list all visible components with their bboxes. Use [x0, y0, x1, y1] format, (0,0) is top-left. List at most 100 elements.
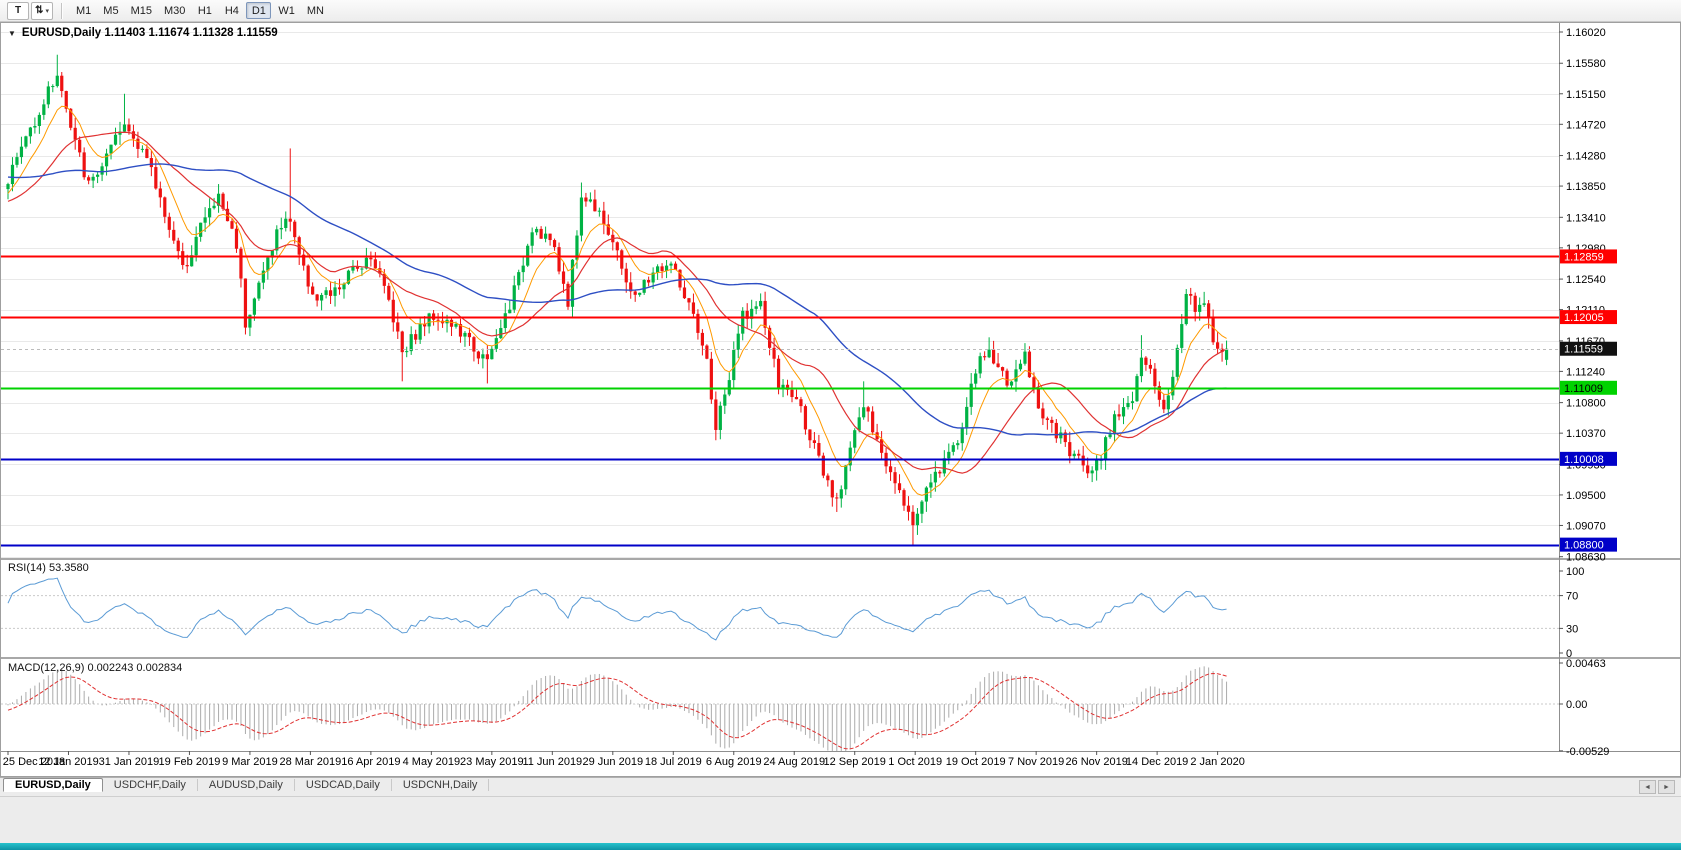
chart-tab-usdcnh[interactable]: USDCNH,Daily: [392, 779, 490, 791]
svg-text:100: 100: [1566, 566, 1584, 578]
svg-text:-0.00529: -0.00529: [1566, 746, 1609, 758]
timeframe-button-m15[interactable]: M15: [126, 2, 157, 19]
svg-text:23 May 2019: 23 May 2019: [460, 756, 524, 768]
price-line-label-1.10008[interactable]: 1.10008: [1560, 451, 1617, 466]
toolbar: T ⇅ ▾ M1 M5 M15 M30 H1 H4 D1 W1 MN: [0, 0, 1681, 22]
svg-text:31 Jan 2019: 31 Jan 2019: [99, 756, 160, 768]
svg-text:12 Jan 2019: 12 Jan 2019: [38, 756, 99, 768]
current-price-label[interactable]: 1.11559: [1560, 341, 1617, 356]
chart-window: 1.16020 1.15580 1.15150 1.14720 1.14280 1.138…: [0, 22, 1681, 777]
timeframe-button-m5[interactable]: M5: [98, 2, 123, 19]
rsi-line: [7, 577, 1227, 641]
svg-text:1.08800: 1.08800: [1564, 540, 1604, 552]
chart-tab-eurusd[interactable]: EURUSD,Daily: [3, 778, 103, 792]
svg-text:12 Sep 2019: 12 Sep 2019: [824, 756, 886, 768]
timeframe-group: M1 M5 M15 M30 H1 H4 D1 W1 MN: [70, 2, 330, 19]
collapse-chart-icon[interactable]: ▼: [8, 28, 16, 38]
price-line-label-1.11009[interactable]: 1.11009: [1560, 380, 1617, 395]
timeframe-button-h4[interactable]: H4: [219, 2, 244, 19]
timeframe-button-mn[interactable]: MN: [302, 2, 329, 19]
svg-text:1.13850: 1.13850: [1566, 181, 1606, 193]
svg-text:4 May 2019: 4 May 2019: [403, 756, 460, 768]
macd-signal-line: [7, 672, 1227, 750]
svg-text:1 Oct 2019: 1 Oct 2019: [888, 756, 942, 768]
svg-text:19 Oct 2019: 19 Oct 2019: [946, 756, 1006, 768]
toolbar-separator: [61, 2, 63, 19]
horizontal-lines-layer: [1, 255, 1559, 547]
chart-tool-button[interactable]: T: [7, 1, 29, 20]
chart-background: [1, 23, 1680, 776]
grid-layer: [1, 32, 1559, 558]
svg-text:1.10800: 1.10800: [1566, 398, 1606, 410]
svg-text:11 Jun 2019: 11 Jun 2019: [522, 756, 582, 768]
svg-text:1.09500: 1.09500: [1566, 490, 1606, 502]
chart-tab-usdcad[interactable]: USDCAD,Daily: [295, 779, 392, 791]
svg-text:24 Aug 2019: 24 Aug 2019: [763, 756, 825, 768]
svg-text:0.00463: 0.00463: [1566, 658, 1606, 670]
ma-21-line: [7, 131, 1227, 474]
svg-text:1.12005: 1.12005: [1564, 312, 1604, 324]
macd-indicator-header: MACD(12,26,9) 0.002243 0.002834: [8, 662, 183, 674]
moving-averages-layer: [7, 105, 1227, 496]
svg-text:25 Dec 2018: 25 Dec 2018: [3, 756, 65, 768]
chart-tab-audusd[interactable]: AUDUSD,Daily: [198, 779, 295, 791]
price-line-label-1.08800[interactable]: 1.08800: [1560, 537, 1617, 552]
svg-text:0: 0: [1566, 648, 1572, 660]
chart-header: ▼ EURUSD,Daily 1.11403 1.11674 1.11328 1…: [8, 27, 278, 39]
svg-text:1.11559: 1.11559: [1564, 344, 1603, 356]
price-line-label-1.12859[interactable]: 1.12859: [1560, 249, 1617, 264]
chart-tab-usdchf[interactable]: USDCHF,Daily: [103, 779, 198, 791]
svg-text:9 Mar 2019: 9 Mar 2019: [222, 756, 278, 768]
svg-text:1.14280: 1.14280: [1566, 151, 1606, 163]
price-line-label-1.12005[interactable]: 1.12005: [1560, 310, 1617, 325]
svg-text:14 Dec 2019: 14 Dec 2019: [1126, 756, 1188, 768]
svg-text:19 Feb 2019: 19 Feb 2019: [159, 756, 221, 768]
macd-layer: [1, 666, 1559, 751]
svg-text:1.12859: 1.12859: [1564, 251, 1604, 263]
svg-text:1.10008: 1.10008: [1564, 454, 1604, 466]
svg-text:18 Jul 2019: 18 Jul 2019: [645, 756, 702, 768]
arrange-windows-button[interactable]: ⇅ ▾: [31, 1, 53, 20]
status-bar: [0, 796, 1681, 843]
chart-tool-label: T: [14, 5, 22, 16]
svg-text:1.08630: 1.08630: [1566, 552, 1606, 564]
svg-text:1.11240: 1.11240: [1566, 366, 1605, 378]
svg-text:1.15580: 1.15580: [1566, 58, 1606, 70]
svg-text:26 Nov 2019: 26 Nov 2019: [1065, 756, 1127, 768]
chart-title-ohlc: EURUSD,Daily 1.11403 1.11674 1.11328 1.1…: [21, 27, 278, 39]
svg-text:70: 70: [1566, 591, 1578, 603]
svg-text:1.09070: 1.09070: [1566, 520, 1606, 532]
arrange-windows-icon: ⇅: [35, 5, 44, 16]
tab-scroll-right-button[interactable]: ►: [1658, 780, 1675, 794]
timeframe-button-w1[interactable]: W1: [273, 2, 300, 19]
chart-tab-bar: EURUSD,Daily USDCHF,Daily AUDUSD,Daily USDC…: [0, 777, 1681, 796]
svg-text:1.10370: 1.10370: [1566, 428, 1606, 440]
svg-text:16 Apr 2019: 16 Apr 2019: [341, 756, 400, 768]
chart-canvas[interactable]: 1.16020 1.15580 1.15150 1.14720 1.14280 1.138…: [1, 23, 1681, 777]
svg-text:1.13410: 1.13410: [1566, 212, 1606, 224]
svg-text:29 Jun 2019: 29 Jun 2019: [583, 756, 644, 768]
svg-text:28 Mar 2019: 28 Mar 2019: [280, 756, 342, 768]
chevron-down-icon: ▾: [45, 7, 49, 15]
svg-text:1.12540: 1.12540: [1566, 274, 1606, 286]
svg-text:1.15150: 1.15150: [1566, 89, 1606, 101]
tab-scroll-buttons: ◄ ►: [1639, 778, 1681, 796]
svg-text:6 Aug 2019: 6 Aug 2019: [706, 756, 762, 768]
ma-9-line: [7, 105, 1227, 496]
rsi-layer: [1, 577, 1559, 641]
window-accent-bar: [0, 843, 1681, 850]
timeframe-button-m30[interactable]: M30: [159, 2, 190, 19]
svg-text:1.11009: 1.11009: [1564, 383, 1603, 395]
svg-text:1.16020: 1.16020: [1566, 27, 1606, 39]
timeframe-button-d1[interactable]: D1: [246, 2, 272, 19]
svg-text:1.14720: 1.14720: [1566, 119, 1606, 131]
tab-scroll-left-button[interactable]: ◄: [1639, 780, 1656, 794]
timeframe-button-h1[interactable]: H1: [192, 2, 217, 19]
rsi-indicator-header: RSI(14) 53.3580: [8, 562, 89, 574]
timeframe-button-m1[interactable]: M1: [71, 2, 96, 19]
svg-text:30: 30: [1566, 623, 1578, 635]
price-axis[interactable]: 1.16020 1.15580 1.15150 1.14720 1.14280 1.138…: [1559, 27, 1609, 758]
chart-tabs: EURUSD,Daily USDCHF,Daily AUDUSD,Daily USDC…: [0, 778, 490, 796]
ma-55-line: [7, 163, 1227, 436]
